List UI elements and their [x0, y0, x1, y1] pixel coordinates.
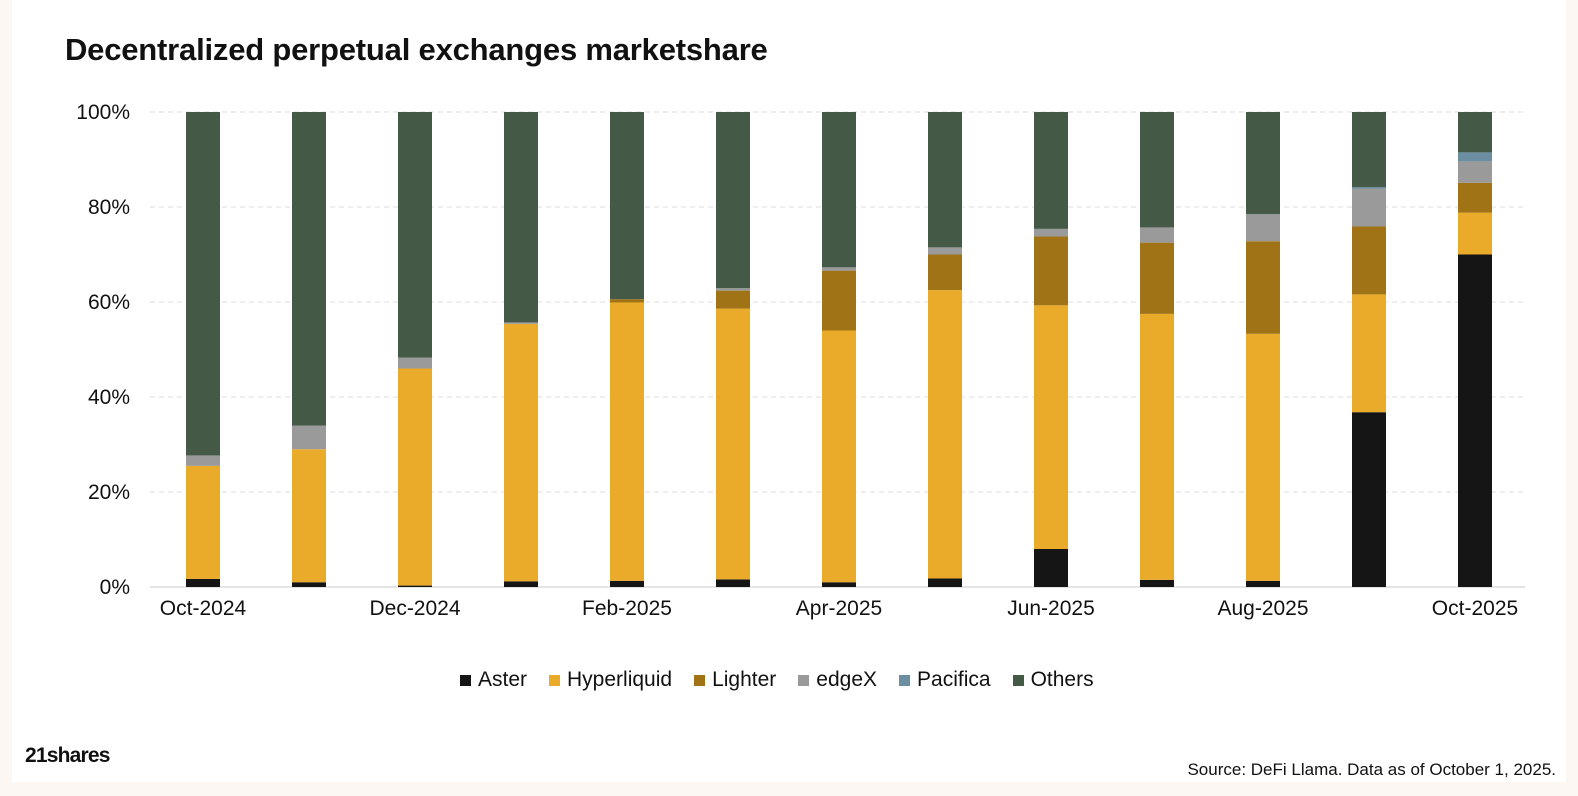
bar-segment-pacifica: [1458, 152, 1492, 162]
y-tick-label: 100%: [76, 101, 130, 124]
bar-segment-edgex: [1246, 214, 1280, 242]
legend-label: Others: [1030, 668, 1094, 691]
bar-segment-edgex: [292, 425, 326, 450]
legend-item-pacifica: Pacifica: [899, 668, 991, 692]
bar-segment-hyperliquid: [398, 368, 432, 586]
legend-label: Pacifica: [917, 668, 991, 691]
legend-label: Aster: [478, 668, 528, 691]
bar-segment-others: [1458, 112, 1492, 153]
legend-item-hyperliquid: Hyperliquid: [549, 668, 672, 692]
x-tick-label: Dec-2024: [369, 597, 460, 620]
bar-segment-others: [292, 112, 326, 426]
bar-segment-edgex: [1034, 228, 1068, 237]
bar-segment-hyperliquid: [292, 449, 326, 583]
bar-segment-aster: [1352, 412, 1386, 587]
x-tick-label: Apr-2025: [796, 597, 882, 620]
bar-segment-others: [1246, 112, 1280, 215]
y-tick-label: 20%: [88, 481, 130, 504]
bar-segment-aster: [1034, 549, 1068, 587]
bar-segment-others: [186, 112, 220, 456]
bar-segment-edgex: [1140, 227, 1174, 243]
bar-segment-others: [610, 112, 644, 300]
legend-swatch: [694, 674, 706, 686]
bar-segment-aster: [1140, 579, 1174, 587]
x-tick-label: Oct-2025: [1432, 597, 1518, 620]
bar-segment-lighter: [1246, 241, 1280, 334]
bar-segment-edgex: [186, 455, 220, 466]
legend-swatch: [460, 674, 471, 686]
bar-segment-edgex: [1458, 161, 1492, 183]
bar-segment-hyperliquid: [1246, 333, 1280, 581]
bar-segment-aster: [1246, 580, 1280, 587]
bar-segment-others: [928, 112, 962, 248]
bar-segment-lighter: [1352, 226, 1386, 295]
bar-segment-edgex: [504, 322, 538, 324]
bar-segment-hyperliquid: [504, 323, 538, 582]
legend-item-others: Others: [1012, 668, 1094, 692]
x-tick-label: Feb-2025: [582, 597, 672, 620]
bar-segment-others: [716, 112, 750, 289]
bar-segment-aster: [1458, 254, 1492, 587]
bar-segment-hyperliquid: [1034, 305, 1068, 549]
legend-item-aster: Aster: [460, 668, 527, 692]
y-tick-label: 80%: [88, 196, 130, 219]
legend-label: Hyperliquid: [567, 668, 673, 691]
bar-segment-hyperliquid: [1458, 212, 1492, 255]
bar-segment-edgex: [822, 267, 856, 271]
legend-item-edgex: edgeX: [798, 668, 877, 692]
bar-segment-lighter: [716, 290, 750, 309]
y-tick-label: 60%: [88, 291, 130, 314]
bar-segment-lighter: [1034, 236, 1068, 306]
bar-segment-hyperliquid: [928, 290, 962, 579]
bar-segment-hyperliquid: [1140, 313, 1174, 580]
bar-segment-edgex: [928, 247, 962, 255]
bar-segment-lighter: [822, 270, 856, 331]
brand-logo: 21shares: [25, 744, 110, 767]
bar-segment-edgex: [716, 288, 750, 291]
y-tick-label: 40%: [88, 386, 130, 409]
x-tick-label: Oct-2024: [160, 597, 247, 620]
bar-segment-others: [504, 112, 538, 323]
bar-segment-hyperliquid: [822, 330, 856, 583]
bar-segment-others: [1140, 112, 1174, 228]
bar-segment-aster: [186, 578, 220, 587]
bar-segment-others: [398, 112, 432, 358]
y-tick-label: 0%: [100, 576, 130, 599]
bar-segment-hyperliquid: [186, 465, 220, 579]
legend-swatch: [899, 674, 911, 686]
bar-segment-aster: [292, 582, 326, 587]
bar-segment-lighter: [1140, 242, 1174, 314]
bar-segment-aster: [610, 580, 644, 587]
bar-segment-aster: [822, 582, 856, 587]
bar-segment-others: [822, 112, 856, 268]
chart-card: [12, 0, 1566, 782]
bar-segment-edgex: [398, 357, 432, 369]
legend-swatch: [798, 674, 810, 686]
bar-segment-aster: [504, 581, 538, 587]
chart-title: Decentralized perpetual exchanges market…: [65, 32, 768, 67]
bar-segment-edgex: [1352, 188, 1386, 227]
bar-segment-aster: [716, 579, 750, 587]
bar-segment-others: [1352, 112, 1386, 188]
bar-segment-lighter: [1458, 182, 1492, 213]
chart-legend: Aster Hyperliquid Lighter edgeX Pacifica Othe…: [460, 666, 1094, 694]
x-tick-label: Aug-2025: [1217, 597, 1308, 620]
bar-segment-lighter: [610, 299, 644, 303]
x-tick-label: Jun-2025: [1007, 597, 1095, 620]
legend-label: edgeX: [816, 668, 878, 691]
bar-segment-aster: [398, 585, 432, 587]
bar-segment-others: [1034, 112, 1068, 229]
bar-segment-hyperliquid: [1352, 294, 1386, 413]
bar-segment-hyperliquid: [610, 302, 644, 581]
bar-segment-pacifica: [1352, 187, 1386, 189]
legend-swatch: [549, 674, 561, 686]
bar-segment-hyperliquid: [716, 308, 750, 580]
source-note: Source: DeFi Llama. Data as of October 1…: [1187, 760, 1556, 779]
legend-swatch: [1012, 674, 1024, 686]
legend-label: Lighter: [712, 668, 777, 691]
bar-segment-aster: [928, 578, 962, 587]
legend-item-lighter: Lighter: [694, 668, 776, 692]
bar-segment-lighter: [928, 254, 962, 291]
